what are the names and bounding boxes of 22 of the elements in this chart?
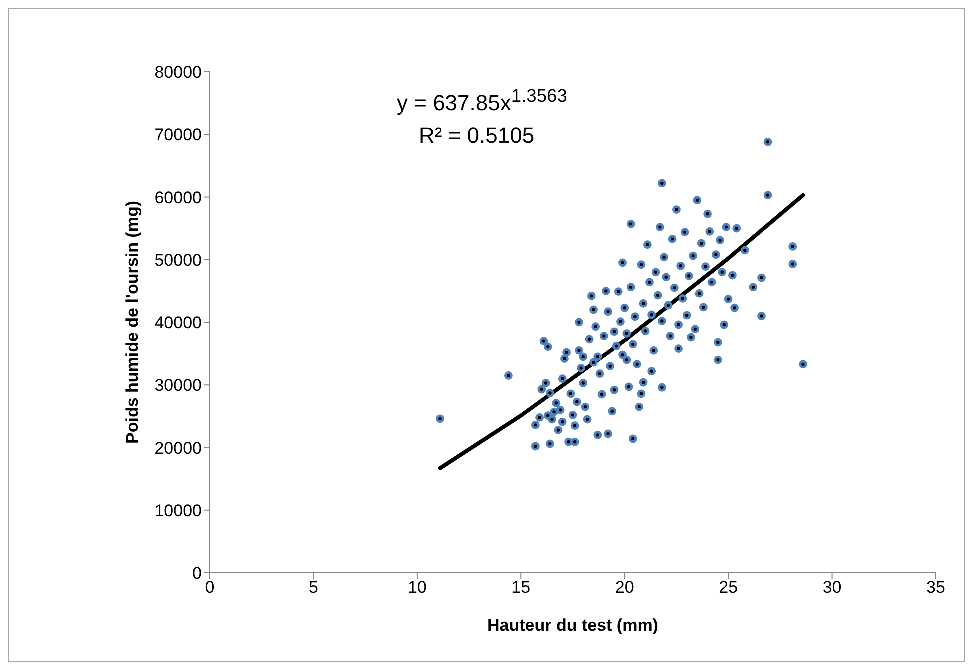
x-tick-label: 25 bbox=[719, 578, 738, 598]
x-tick-label: 20 bbox=[615, 578, 634, 598]
y-tick-label: 50000 bbox=[154, 250, 202, 270]
y-tick-label: 0 bbox=[192, 564, 202, 584]
y-tick-label: 20000 bbox=[154, 438, 202, 458]
x-tick-label: 30 bbox=[822, 578, 842, 598]
line-series bbox=[438, 193, 806, 470]
y-tick-label: 60000 bbox=[154, 188, 202, 208]
annotation: y = 637.85x$^{1.3563}$ bbox=[397, 85, 568, 116]
y-axis-title: Poids humide de l'oursin (mg) bbox=[123, 201, 142, 444]
y-tick-label: 30000 bbox=[154, 376, 202, 396]
x-tick-label: 35 bbox=[926, 578, 946, 598]
x-tick-label: 15 bbox=[512, 578, 531, 598]
y-tick-label: 80000 bbox=[154, 63, 202, 82]
x-tick-label: 5 bbox=[308, 578, 318, 598]
annotation: R² = 0.5105 bbox=[419, 123, 535, 149]
x-axis-title: Hauteur du test (mm) bbox=[488, 616, 658, 635]
x-tick-label: 10 bbox=[408, 578, 427, 598]
y-tick-label: 40000 bbox=[154, 314, 202, 333]
x-tick-label: 0 bbox=[205, 578, 215, 598]
y-tick-label: 70000 bbox=[154, 126, 202, 145]
y-tick-label: 10000 bbox=[154, 501, 202, 520]
